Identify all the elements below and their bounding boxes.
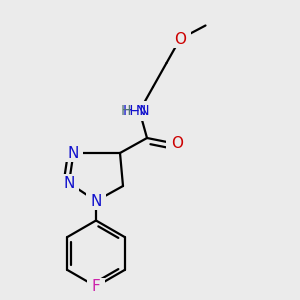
Text: N: N [90,194,102,208]
FancyBboxPatch shape [166,135,188,153]
FancyBboxPatch shape [118,101,160,121]
Text: –N: –N [129,104,147,118]
FancyBboxPatch shape [118,102,154,120]
FancyBboxPatch shape [86,192,106,210]
Text: F: F [92,279,100,294]
Text: H: H [121,104,131,118]
FancyBboxPatch shape [87,278,105,295]
Text: N: N [63,176,75,190]
Text: O: O [171,136,183,152]
Text: O: O [174,32,186,46]
Text: H–N: H–N [123,104,150,118]
Text: N: N [68,146,79,160]
FancyBboxPatch shape [59,174,79,192]
FancyBboxPatch shape [64,144,83,162]
FancyBboxPatch shape [169,30,191,48]
